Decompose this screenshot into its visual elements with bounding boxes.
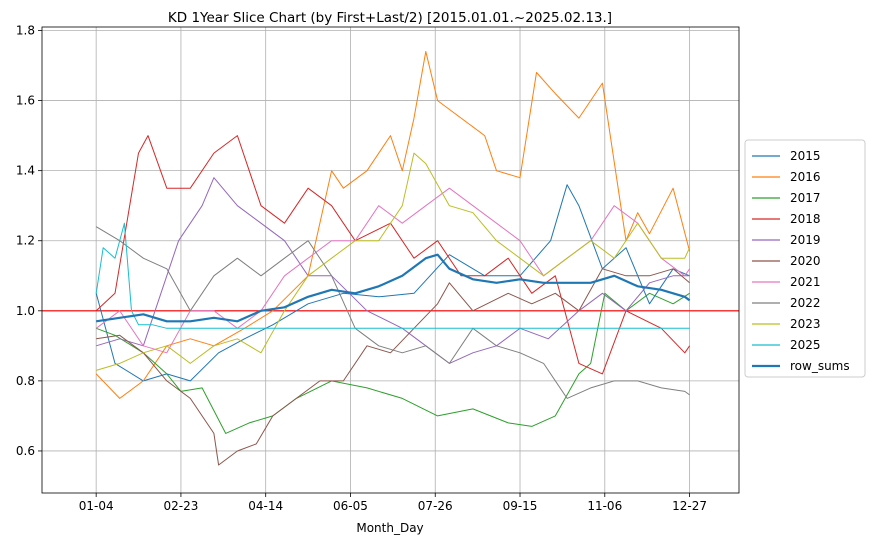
series-line-2020 bbox=[96, 268, 690, 466]
y-tick-label: 0.8 bbox=[16, 374, 35, 388]
legend-label: row_sums bbox=[790, 359, 850, 373]
x-tick-label: 09-15 bbox=[503, 499, 538, 513]
x-axis-ticks: 01-04 02-23 04-14 06-05 07-26 09-15 11-06 12-27 bbox=[79, 493, 707, 513]
y-tick-label: 1.8 bbox=[16, 24, 35, 38]
chart-title: KD 1Year Slice Chart (by First+Last/2) [… bbox=[168, 10, 612, 26]
plot-frame bbox=[41, 26, 740, 494]
y-tick-label: 1.6 bbox=[16, 94, 35, 108]
y-tick-label: 1.4 bbox=[16, 164, 35, 178]
series-line-2023 bbox=[96, 152, 691, 371]
legend-label: 2015 bbox=[790, 149, 821, 163]
x-tick-label: 01-04 bbox=[79, 499, 114, 513]
series-line-2016 bbox=[95, 51, 691, 399]
y-axis-ticks: 0.6 0.8 1.0 1.2 1.4 1.6 1.8 bbox=[16, 24, 42, 458]
y-tick-label: 1.0 bbox=[16, 304, 35, 318]
series-line-2019 bbox=[96, 177, 690, 364]
x-tick-label: 06-05 bbox=[333, 499, 368, 513]
legend-label: 2022 bbox=[790, 296, 821, 310]
legend-label: 2017 bbox=[790, 191, 821, 205]
legend-label: 2018 bbox=[790, 212, 821, 226]
x-tick-label: 07-26 bbox=[418, 499, 453, 513]
x-tick-label: 12-27 bbox=[672, 499, 707, 513]
legend: 2015 2016 2017 2018 2019 2020 2021 2022 2023 2025… bbox=[744, 139, 866, 378]
series-line-2025 bbox=[95, 222, 690, 329]
y-tick-label: 0.6 bbox=[16, 444, 35, 458]
x-tick-label: 04-14 bbox=[248, 499, 283, 513]
x-axis-label: Month_Day bbox=[356, 521, 423, 535]
legend-label: 2020 bbox=[790, 254, 821, 268]
legend-label: 2019 bbox=[790, 233, 821, 247]
series-line-2015 bbox=[95, 184, 690, 382]
x-tick-label: 02-23 bbox=[163, 499, 198, 513]
y-tick-label: 1.2 bbox=[16, 234, 35, 248]
series-line-2022 bbox=[95, 226, 690, 399]
series-lines bbox=[95, 51, 691, 466]
legend-label: 2021 bbox=[790, 275, 821, 289]
legend-label: 2016 bbox=[790, 170, 821, 184]
legend-box bbox=[744, 139, 866, 378]
legend-label: 2023 bbox=[790, 317, 821, 331]
series-line-2021 bbox=[95, 187, 691, 354]
x-tick-label: 11-06 bbox=[587, 499, 622, 513]
series-line-row_sums bbox=[96, 253, 691, 323]
legend-label: 2025 bbox=[790, 338, 821, 352]
